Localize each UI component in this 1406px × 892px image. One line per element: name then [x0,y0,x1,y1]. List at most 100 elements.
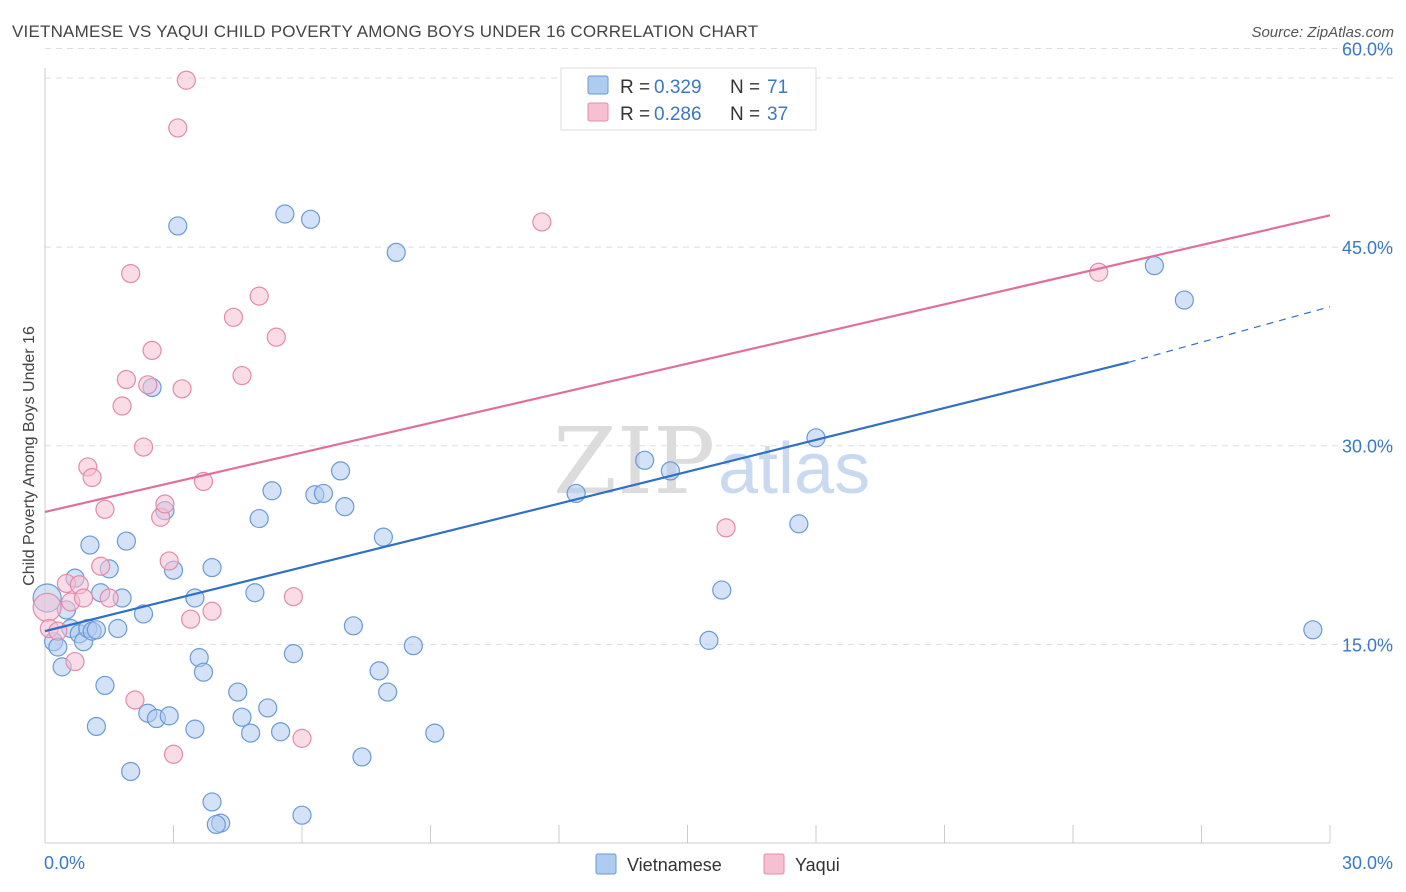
vietnamese-point-58 [712,580,732,600]
vietnamese-point-44 [330,461,351,481]
vietnamese-point-28 [185,719,205,739]
vietnamese-point-34 [232,707,252,727]
series-vietnamese-points [32,204,1323,835]
vietnamese-point-19 [121,761,141,782]
vietnamese-point-16 [108,618,128,639]
vietnamese-point-18 [116,531,136,551]
yaqui-point-23 [163,744,184,764]
yaqui-point-14 [116,369,136,390]
vietnamese-point-46 [343,616,363,636]
legend-r-value-1: 0.329 [654,77,702,98]
yaqui-point-7 [73,588,94,608]
yaqui-point-29 [202,601,222,621]
yaqui-point-22 [159,551,179,571]
x-tick-label-min: 0.0% [44,853,85,873]
vietnamese-point-39 [262,481,282,501]
legend-box: R = 0.329 N = 71 R = 0.286 N = 37 [560,67,817,131]
y-axis-tick-labels: 15.0% 30.0% 45.0% 60.0% [1342,39,1393,655]
legend-swatch-yaqui [587,102,609,122]
y-tick-label-30: 30.0% [1342,437,1393,457]
yaqui-point-11 [95,499,115,519]
vietnamese-point-67 [159,706,179,726]
vietnamese-point-62 [1174,290,1194,310]
yaqui-point-36 [532,212,552,232]
vietnamese-point-49 [373,527,393,547]
vietnamese-point-12 [86,716,107,737]
yaqui-point-34 [283,587,304,607]
vietnamese-point-59 [789,514,809,534]
vietnamese-point-61 [1144,256,1164,276]
vietnamese-point-30 [193,662,214,682]
chart-source: Source: ZipAtlas.com [1251,24,1394,41]
yaqui-point-21 [155,494,175,514]
yaqui-point-25 [172,379,192,399]
vietnamese-point-63 [1303,620,1323,640]
vietnamese-point-65 [270,722,291,742]
yaqui-point-13 [112,396,132,416]
grid-lines [45,47,1393,645]
watermark: ZIP atlas [553,408,870,515]
yaqui-point-33 [266,327,286,347]
vietnamese-point-14 [95,675,115,696]
vietnamese-point-40 [275,204,295,224]
vietnamese-point-45 [335,497,355,517]
vietnamese-point-47 [352,747,372,767]
vietnamese-point-41 [283,644,304,664]
x-tick-label-max: 30.0% [1342,853,1393,873]
vietnamese-point-70 [206,814,226,835]
chart-title: VIETNAMESE VS YAQUI CHILD POVERTY AMONG … [12,22,759,41]
vietnamese-point-35 [241,723,261,743]
vietnamese-point-52 [403,636,423,656]
yaqui-point-24 [168,118,188,138]
vietnamese-point-57 [699,630,719,650]
watermark-atlas: atlas [718,429,870,509]
y-tick-label-15: 15.0% [1342,635,1393,655]
yaqui-point-18 [138,375,158,395]
legend-n-label-2: N = [730,104,760,125]
vietnamese-point-36 [245,583,265,603]
vietnamese-trend-line [44,361,1129,633]
series-yaqui-points [32,70,1109,764]
yaqui-point-12 [99,588,119,608]
vietnamese-point-42 [300,209,321,229]
legend-r-label-1: R = [620,77,650,98]
yaqui-point-9 [82,467,102,488]
vietnamese-point-66 [292,805,312,825]
vietnamese-point-33 [228,682,248,702]
yaqui-point-0 [32,592,62,622]
yaqui-point-35 [292,728,312,748]
yaqui-trend-line [44,214,1331,514]
yaqui-point-27 [181,609,201,629]
bottom-legend-swatch-vietnamese [595,853,617,875]
yaqui-point-5 [65,651,85,672]
vietnamese-point-20 [133,604,154,624]
yaqui-point-38 [1089,262,1109,282]
legend-r-value-2: 0.286 [654,104,702,125]
vietnamese-point-37 [249,508,269,529]
vietnamese-point-48 [369,661,389,681]
vietnamese-point-68 [86,620,107,640]
legend-n-label-1: N = [730,77,760,98]
yaqui-point-16 [125,690,145,710]
vietnamese-point-51 [386,242,406,263]
yaqui-point-17 [133,437,154,457]
yaqui-point-37 [716,518,736,538]
y-tick-label-45: 45.0% [1342,238,1393,258]
vietnamese-point-31 [202,557,222,578]
y-axis-label: Child Poverty Among Boys Under 16 [21,326,38,586]
yaqui-point-15 [121,263,141,284]
bottom-legend-label-vietnamese: Vietnamese [627,855,722,875]
trend-lines [44,214,1331,633]
yaqui-point-26 [176,70,196,90]
legend-n-value-1: 71 [767,77,788,98]
legend-r-label-2: R = [620,104,650,125]
vietnamese-point-55 [635,450,655,470]
bottom-legend-label-yaqui: Yaqui [795,855,840,875]
vietnamese-point-38 [258,698,278,718]
yaqui-point-30 [223,307,244,327]
vietnamese-point-53 [425,723,445,743]
yaqui-point-19 [142,340,162,360]
legend-n-value-2: 37 [767,104,788,125]
bottom-legend: Vietnamese Yaqui [595,853,840,875]
